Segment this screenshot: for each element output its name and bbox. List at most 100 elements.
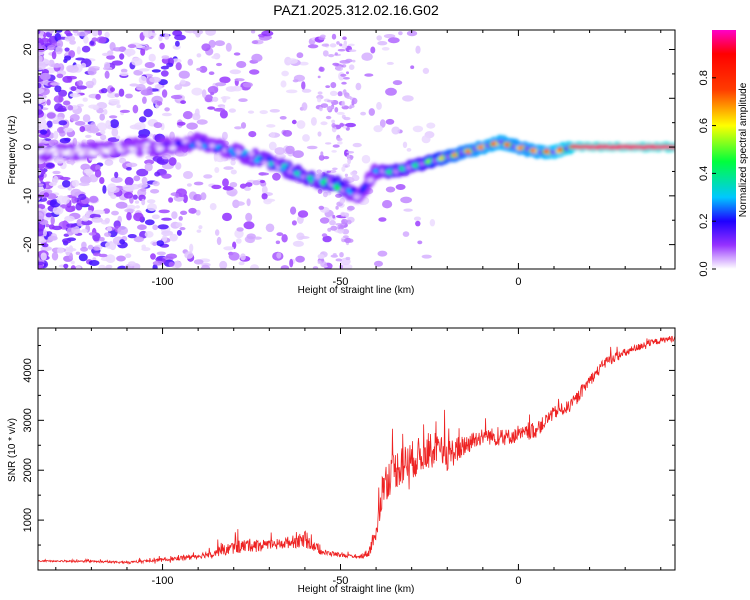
spectrogram-noise-blob <box>422 67 430 74</box>
spectrogram-noise-blob <box>38 228 45 237</box>
spectrogram-noise-blob <box>80 175 92 184</box>
snr-x-tick-label: -100 <box>152 575 174 587</box>
spectrogram-noise-blob <box>348 49 357 52</box>
spectrogram-noise-blob <box>93 30 99 36</box>
spectrogram-noise-layer <box>38 30 436 269</box>
spectrogram-noise-blob <box>332 144 340 148</box>
spectrogram-noise-blob <box>346 71 349 75</box>
spectrogram-noise-blob <box>361 52 373 61</box>
spectrogram-noise-blob <box>110 119 119 129</box>
spectrogram-noise-blob <box>133 212 144 222</box>
spectrogram-noise-blob <box>332 253 337 257</box>
spectrogram-noise-blob <box>161 55 170 60</box>
spectrogram-noise-blob <box>250 30 256 34</box>
spectrogram-noise-blob <box>119 71 129 77</box>
spectrogram-noise-blob <box>44 30 53 33</box>
spectrogram-ridge <box>38 132 675 204</box>
spectrogram-noise-blob <box>127 261 136 267</box>
spectrogram-noise-blob <box>80 163 91 171</box>
spectrogram-noise-blob <box>116 104 121 109</box>
spectrogram-noise-blob <box>119 239 125 245</box>
spectrogram-noise-blob <box>377 250 388 257</box>
spectrogram-noise-blob <box>208 39 216 48</box>
spectrogram-noise-blob <box>161 230 174 236</box>
spectrogram-noise-blob <box>99 177 105 184</box>
spectrogram-noise-blob <box>223 246 235 251</box>
spectrogram-noise-blob <box>56 247 65 254</box>
spectrogram-noise-blob <box>370 46 376 54</box>
spectrogram-noise-blob <box>345 58 353 63</box>
spectrogram-noise-blob <box>104 31 110 38</box>
spectrogram-noise-blob <box>149 133 154 137</box>
spectrogram-noise-blob <box>75 265 81 269</box>
spectrogram-noise-blob <box>67 186 72 191</box>
spectrogram-noise-blob <box>342 235 349 239</box>
spectrogram-noise-blob <box>175 222 183 228</box>
spectrogram-noise-blob <box>40 72 51 81</box>
spectrogram-noise-blob <box>215 229 220 236</box>
spectrogram-noise-blob <box>368 108 375 116</box>
spectrogram-noise-blob <box>280 265 290 269</box>
spectrogram-noise-blob <box>53 156 66 164</box>
spectrogram-noise-blob <box>125 93 133 99</box>
spectrogram-noise-blob <box>193 181 204 186</box>
spectrogram-noise-blob <box>71 196 78 204</box>
spectrogram-noise-blob <box>178 70 190 79</box>
spectrogram-noise-blob <box>345 122 356 128</box>
spectrogram-noise-blob <box>98 253 108 258</box>
spectrogram-noise-blob <box>104 217 111 224</box>
spectrogram-noise-blob <box>138 75 148 85</box>
spectrogram-noise-blob <box>196 67 202 71</box>
spectrogram-noise-blob <box>248 131 257 138</box>
spectrogram-noise-blob <box>71 179 80 187</box>
spectrogram-noise-blob <box>63 263 69 269</box>
spectrogram-noise-blob <box>148 53 156 62</box>
spectrogram-noise-blob <box>336 41 340 45</box>
colorbar-tick-label: 0.6 <box>698 118 710 133</box>
spectrogram-noise-blob <box>196 53 202 58</box>
spectrogram-noise-blob <box>180 210 188 215</box>
spectrogram-noise-blob <box>59 137 71 144</box>
spectrogram-noise-blob <box>118 157 127 164</box>
spectrogram-noise-blob <box>65 247 77 252</box>
spectrogram-noise-blob <box>50 216 55 225</box>
spectrogram-noise-blob <box>67 65 79 73</box>
snr-x-tick-label: 0 <box>515 575 521 587</box>
spectrogram-noise-blob <box>337 228 344 234</box>
spectrogram-noise-blob <box>243 221 255 230</box>
spectrogram-noise-blob <box>135 205 140 209</box>
spectrogram-noise-blob <box>150 253 156 260</box>
spectrogram-noise-blob <box>165 253 178 259</box>
spectrogram-noise-blob <box>320 34 326 38</box>
spectrogram-noise-blob <box>164 107 170 112</box>
spectrogram-noise-blob <box>56 39 64 49</box>
spectrogram-noise-blob <box>125 162 138 168</box>
spectrogram-noise-blob <box>211 55 218 59</box>
spectrogram-noise-blob <box>74 121 86 126</box>
spectrogram-noise-blob <box>186 122 198 130</box>
spectrogram-noise-blob <box>114 171 119 179</box>
spectrogram-noise-blob <box>151 69 161 73</box>
spectrogram-noise-blob <box>319 217 330 224</box>
spectrogram-noise-blob <box>234 126 243 130</box>
spectrogram-noise-blob <box>219 76 231 84</box>
spectrogram-noise-blob <box>100 88 108 94</box>
spectrogram-noise-blob <box>53 95 64 103</box>
spectrogram-noise-blob <box>240 122 247 129</box>
spectrogram-noise-blob <box>341 263 353 269</box>
spectrogram-noise-blob <box>100 130 106 135</box>
spectrogram-y-tick-label: 10 <box>22 92 34 104</box>
spectrogram-noise-blob <box>62 100 71 106</box>
spectrogram-noise-blob <box>269 109 280 113</box>
spectrogram-noise-blob <box>70 86 77 92</box>
spectrogram-noise-blob <box>117 226 128 236</box>
spectrogram-noise-blob <box>406 148 412 152</box>
spectrogram-noise-blob <box>193 194 203 201</box>
spectrogram-noise-blob <box>318 205 325 210</box>
spectrogram-noise-blob <box>169 233 178 242</box>
spectrogram-noise-blob <box>126 212 132 221</box>
spectrogram-noise-blob <box>351 97 358 105</box>
spectrogram-noise-blob <box>111 127 119 137</box>
spectrogram-noise-blob <box>40 252 47 261</box>
